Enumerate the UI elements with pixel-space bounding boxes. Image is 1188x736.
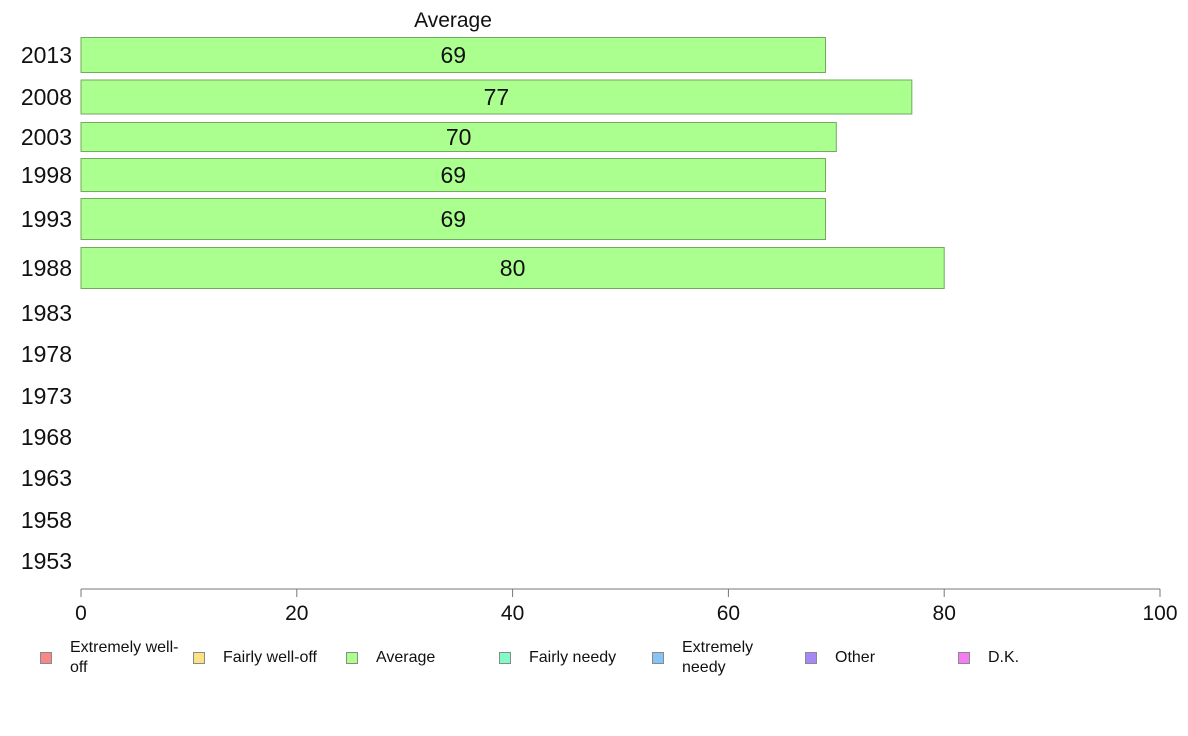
- legend-item-other: Other: [805, 636, 875, 680]
- category-label-2003: 2003: [21, 124, 72, 150]
- x-tick-label-80: 80: [933, 602, 956, 625]
- x-tick-label-0: 0: [75, 602, 87, 625]
- legend-item-fairly-well-off: Fairly well-off: [193, 636, 317, 680]
- legend-label-fairly-well-off: Fairly well-off: [223, 649, 317, 666]
- category-label-1963: 1963: [21, 465, 72, 491]
- value-label-average-1988: 80: [500, 255, 526, 281]
- legend-swatch-fairly-needy: [499, 652, 511, 664]
- value-label-average-2003: 70: [446, 124, 472, 150]
- x-tick-label-100: 100: [1142, 602, 1177, 625]
- legend-swatch-extremely-well-off: [40, 652, 52, 664]
- x-tick-label-40: 40: [501, 602, 524, 625]
- legend-item-extremely-well-off: Extremely well-off: [40, 636, 180, 680]
- category-label-1958: 1958: [21, 507, 72, 533]
- category-label-1993: 1993: [21, 206, 72, 232]
- x-tick-label-60: 60: [717, 602, 740, 625]
- category-label-1978: 1978: [21, 341, 72, 367]
- category-label-1998: 1998: [21, 162, 72, 188]
- bar-average-2008: [80, 79, 913, 115]
- bar-average-2003: [80, 122, 837, 152]
- legend-label-other: Other: [835, 649, 876, 666]
- category-label-1973: 1973: [21, 383, 72, 409]
- bar-average-2013: [80, 37, 827, 73]
- category-label-1983: 1983: [21, 300, 72, 326]
- legend-item-average: Average: [346, 636, 435, 680]
- legend-label-d-k-: D.K.: [988, 649, 1020, 666]
- category-label-1953: 1953: [21, 548, 72, 574]
- value-label-average-2008: 77: [484, 84, 510, 110]
- legend-label-extremely-well-off: Extremely well-off: [70, 639, 179, 676]
- legend-label-average: Average: [376, 649, 436, 666]
- legend-item-d-k-: D.K.: [958, 636, 1019, 680]
- legend-item-fairly-needy: Fairly needy: [499, 636, 616, 680]
- category-label-1988: 1988: [21, 255, 72, 281]
- legend-swatch-other: [805, 652, 817, 664]
- bar-average-1993: [80, 198, 827, 240]
- bar-average-1988: [80, 247, 945, 289]
- category-label-2008: 2008: [21, 84, 72, 110]
- bar-average-1998: [80, 158, 827, 192]
- legend: Extremely well-off Fairly well-off Average…: [0, 636, 1188, 686]
- category-label-1968: 1968: [21, 424, 72, 450]
- x-tick-label-20: 20: [285, 602, 308, 625]
- legend-label-extremely-needy: Extremely needy: [682, 639, 754, 676]
- value-label-average-1998: 69: [440, 162, 466, 188]
- chart-title: Average: [414, 9, 492, 32]
- value-label-average-2013: 69: [440, 42, 466, 68]
- legend-item-extremely-needy: Extremely needy: [652, 636, 792, 680]
- legend-swatch-extremely-needy: [652, 652, 664, 664]
- value-label-average-1993: 69: [440, 206, 466, 232]
- legend-swatch-d-k-: [958, 652, 970, 664]
- legend-swatch-fairly-well-off: [193, 652, 205, 664]
- legend-swatch-average: [346, 652, 358, 664]
- category-label-2013: 2013: [21, 42, 72, 68]
- legend-label-fairly-needy: Fairly needy: [529, 649, 617, 666]
